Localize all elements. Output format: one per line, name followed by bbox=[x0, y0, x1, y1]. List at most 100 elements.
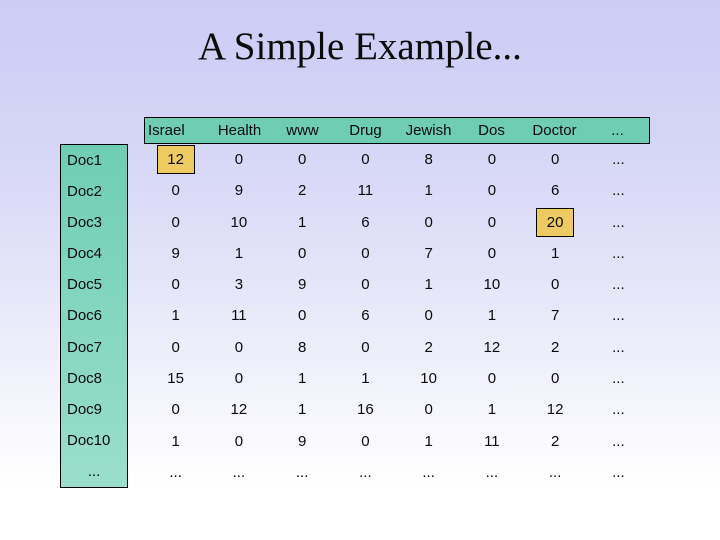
matrix-cell: 0 bbox=[297, 307, 307, 325]
matrix-cell: ... bbox=[612, 182, 625, 200]
matrix-cell: 7 bbox=[424, 244, 433, 262]
matrix-cell: 8 bbox=[424, 151, 433, 169]
matrix-cell: ... bbox=[612, 244, 625, 262]
matrix-cell: ... bbox=[485, 463, 499, 481]
matrix-cell: 1 bbox=[234, 244, 244, 262]
matrix-cell: 0 bbox=[487, 182, 497, 200]
header-cell-www: www bbox=[286, 122, 319, 139]
matrix-cell: 1 bbox=[171, 307, 180, 325]
matrix-cell: 1 bbox=[550, 244, 560, 262]
doc-label-doc9: Doc9 bbox=[67, 400, 103, 418]
doc-label-doc3: Doc3 bbox=[67, 214, 103, 232]
header-cell-doctor: Doctor bbox=[532, 122, 577, 139]
matrix-cell: ... bbox=[612, 307, 625, 325]
matrix-cell: ... bbox=[612, 463, 625, 481]
header-cell-ellipsis: ... bbox=[611, 122, 624, 139]
matrix-cell: 15 bbox=[167, 370, 184, 388]
matrix-cell: ... bbox=[232, 463, 246, 481]
matrix-cell: 0 bbox=[361, 244, 370, 262]
matrix-cell: 0 bbox=[361, 432, 370, 450]
highlight-box: 20 bbox=[536, 207, 575, 237]
matrix-cell: 0 bbox=[234, 432, 244, 450]
document-term-matrix: 12 0 0 0 8 0 0... 0 9 2 11 1 0 6... 0 10 1 6 0 0 20... 9 1 0 0 7 0… bbox=[144, 144, 650, 488]
matrix-cell: 0 bbox=[487, 244, 497, 262]
matrix-cell: ... bbox=[295, 463, 309, 481]
header-cell-jewish: Jewish bbox=[405, 122, 452, 139]
header-cell-health: Health bbox=[217, 122, 262, 139]
matrix-cell: 10 bbox=[420, 370, 437, 388]
matrix-cell: 0 bbox=[550, 151, 560, 169]
doc-label-doc2: Doc2 bbox=[67, 183, 103, 201]
matrix-cell: 2 bbox=[550, 338, 560, 356]
matrix-cell: 1 bbox=[487, 307, 497, 325]
matrix-cell: ... bbox=[548, 463, 562, 481]
doc-label-ellipsis: ... bbox=[87, 462, 101, 480]
doc-label-doc8: Doc8 bbox=[67, 369, 103, 387]
matrix-cell: ... bbox=[612, 401, 625, 419]
matrix-cell: 6 bbox=[361, 213, 370, 231]
matrix-cell: 11 bbox=[357, 182, 374, 200]
matrix-cell: ... bbox=[612, 213, 625, 231]
matrix-cell: ... bbox=[612, 338, 625, 356]
matrix-cell: 3 bbox=[234, 276, 244, 294]
matrix-cell: 0 bbox=[550, 370, 560, 388]
matrix-cell: 2 bbox=[424, 338, 433, 356]
matrix-cell: 12 bbox=[546, 401, 564, 419]
matrix-cell: 16 bbox=[357, 401, 374, 419]
matrix-cell: 0 bbox=[424, 307, 433, 325]
term-header-row: Israel Health www Drug Jewish Dos Doctor... bbox=[144, 117, 650, 144]
matrix-cell: 1 bbox=[424, 182, 433, 200]
matrix-cell: ... bbox=[359, 463, 372, 481]
matrix-cell: 0 bbox=[171, 338, 180, 356]
matrix-cell: ... bbox=[169, 463, 182, 481]
matrix-cell: 2 bbox=[550, 432, 560, 450]
matrix-cell: 0 bbox=[424, 401, 433, 419]
highlight-box: 12 bbox=[156, 145, 195, 175]
matrix-cell: ... bbox=[612, 432, 625, 450]
matrix-cell: 0 bbox=[550, 276, 560, 294]
matrix-cell: 0 bbox=[424, 213, 433, 231]
matrix-cell: 0 bbox=[297, 151, 307, 169]
matrix-cell: 1 bbox=[424, 276, 433, 294]
matrix-cell: 0 bbox=[171, 213, 180, 231]
matrix-cell: 0 bbox=[361, 151, 370, 169]
matrix-cell: 1 bbox=[487, 401, 497, 419]
matrix-cell: 0 bbox=[297, 244, 307, 262]
matrix-cell: 1 bbox=[361, 370, 370, 388]
matrix-cell: 0 bbox=[234, 370, 244, 388]
matrix-cell: 6 bbox=[361, 307, 370, 325]
matrix-cell: 2 bbox=[297, 182, 307, 200]
matrix-cell: 0 bbox=[361, 276, 370, 294]
doc-label-doc4: Doc4 bbox=[67, 245, 103, 263]
matrix-cell: 0 bbox=[361, 338, 370, 356]
matrix-cell: 1 bbox=[297, 213, 307, 231]
matrix-cell: 11 bbox=[484, 432, 500, 450]
doc-label-column: Doc1 Doc2 Doc3 Doc4 Doc5 Doc6 Doc7 Doc8 Doc9 Doc1… bbox=[60, 144, 128, 488]
matrix-cell: ... bbox=[422, 463, 435, 481]
matrix-cell: 1 bbox=[171, 432, 180, 450]
header-cell-drug: Drug bbox=[349, 122, 382, 139]
doc-label-doc10: Doc10 bbox=[67, 431, 111, 449]
matrix-cell: 9 bbox=[297, 276, 307, 294]
matrix-cell-highlighted: 12 bbox=[144, 144, 207, 175]
matrix-cell: 0 bbox=[487, 151, 497, 169]
matrix-cell: 0 bbox=[171, 276, 180, 294]
matrix-cell: 6 bbox=[550, 182, 560, 200]
matrix-cell: 9 bbox=[297, 432, 307, 450]
matrix-cell: 9 bbox=[234, 182, 244, 200]
header-cell-dos: Dos bbox=[478, 122, 505, 139]
matrix-cell: 0 bbox=[171, 401, 180, 419]
matrix-cell: ... bbox=[612, 276, 625, 294]
matrix-cell: 10 bbox=[230, 213, 248, 231]
matrix-cell: ... bbox=[612, 370, 625, 388]
matrix-cell: ... bbox=[612, 151, 625, 169]
doc-label-doc1: Doc1 bbox=[67, 152, 103, 170]
matrix-cell-highlighted: 20 bbox=[524, 207, 587, 238]
slide-title: A Simple Example... bbox=[198, 25, 522, 68]
matrix-cell: 10 bbox=[483, 276, 501, 294]
matrix-cell: 1 bbox=[297, 401, 307, 419]
header-cell-israel: Israel bbox=[148, 122, 185, 139]
matrix-cell: 12 bbox=[230, 401, 248, 419]
matrix-cell: 7 bbox=[550, 307, 560, 325]
